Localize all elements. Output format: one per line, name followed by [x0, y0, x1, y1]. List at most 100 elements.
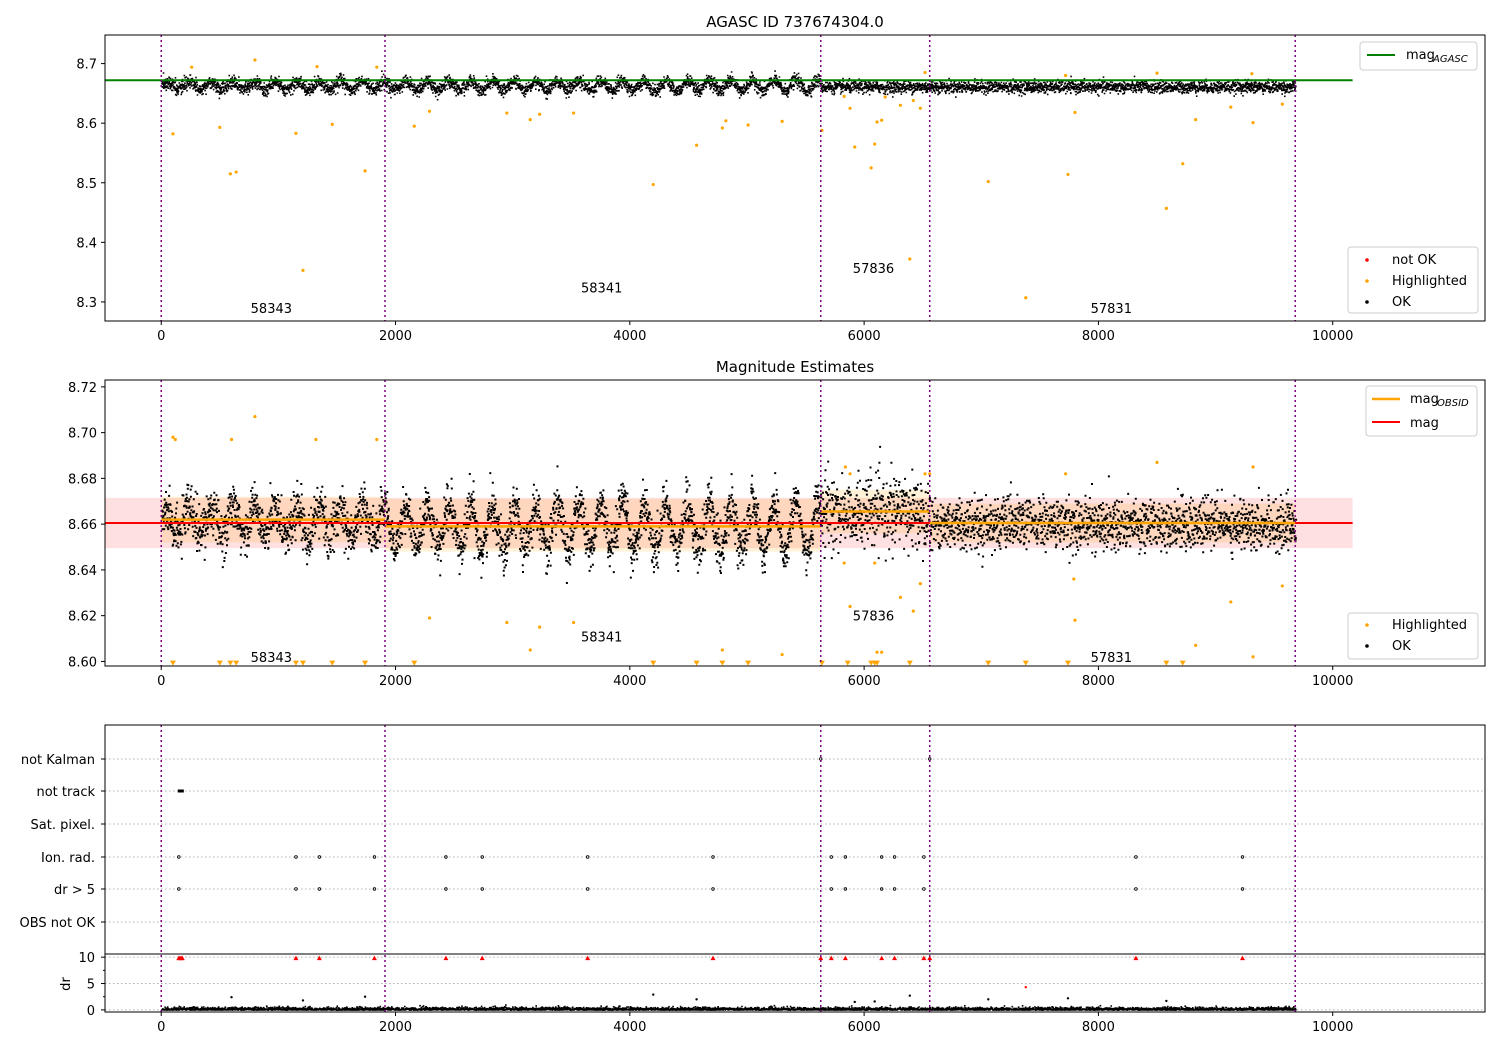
highlighted-point [780, 652, 784, 657]
panel-flags-plot [105, 725, 1485, 1012]
legend-label: OK [1392, 295, 1411, 310]
legend-label: Highlighted [1392, 618, 1467, 633]
panel-agasc-legend-bottom: not OK Highlighted OK [1347, 246, 1479, 314]
highlighted-point [1229, 600, 1233, 604]
below-axis-marker [411, 660, 418, 666]
highlighted-point [253, 58, 257, 62]
highlighted-point [412, 124, 416, 128]
flag-event [892, 855, 897, 859]
legend-marker [1365, 623, 1369, 627]
highlighted-point [171, 132, 175, 136]
x-tick-label: 8000 [1082, 329, 1115, 344]
highlighted-point [1181, 162, 1185, 166]
flag-event [1134, 855, 1138, 859]
below-axis-marker [650, 660, 657, 666]
highlighted-point [875, 120, 879, 124]
below-axis-marker [169, 660, 176, 666]
flag-event [922, 855, 926, 859]
highlighted-point [1251, 655, 1255, 659]
highlighted-point [218, 125, 222, 129]
x-tick-label: 6000 [848, 329, 881, 344]
flag-event [480, 855, 484, 859]
dr-outlier-point [695, 998, 698, 1001]
highlighted-point [875, 650, 879, 654]
y-tick-label: 8.5 [76, 177, 97, 192]
below-axis-marker [227, 660, 234, 666]
panel-agasc: AGASC ID 737674304.0 58343 58341 57836 5783… [76, 13, 1486, 344]
panel-agasc-axes: 0 2000 4000 6000 8000 10000 8.3 8.4 8.5 8.6 8.7 [76, 58, 1353, 344]
highlighted-point [314, 437, 318, 442]
highlighted-point [375, 437, 379, 442]
ok-points [161, 70, 1297, 101]
highlighted-point [651, 182, 655, 187]
y-tick-label: 8.7 [76, 58, 97, 73]
legend-label: Highlighted [1392, 274, 1467, 289]
flag-event [177, 855, 181, 859]
highlighted-point [911, 609, 915, 613]
dr-points [161, 1004, 1297, 1011]
below-axis-marker [292, 660, 299, 666]
highlighted-point [294, 131, 298, 135]
below-axis-marker [299, 660, 306, 666]
x-tick-label: 6000 [848, 1020, 881, 1035]
dr-outlier-point [1165, 999, 1168, 1003]
highlighted-point [228, 172, 232, 176]
highlighted-point [571, 620, 576, 625]
highlighted-point [848, 106, 852, 110]
highlighted-point [315, 64, 319, 69]
below-axis-marker [693, 660, 700, 666]
y-tick-label: 8.60 [68, 655, 97, 670]
obsid-label: 57836 [853, 610, 894, 625]
highlighted-point [853, 145, 857, 149]
dr-outlier-point [301, 999, 305, 1002]
highlighted-point [898, 595, 903, 599]
dr-outlier-point [1066, 997, 1070, 1000]
legend-label: OK [1392, 639, 1411, 654]
dr-clipped-marker [818, 955, 824, 961]
highlighted-point [908, 257, 912, 261]
y-tick-label: 8.68 [68, 472, 97, 487]
x-tick-label: 2000 [379, 674, 412, 689]
below-axis-marker [233, 660, 240, 666]
dr-clipped-marker [371, 955, 377, 961]
flag-event [444, 855, 448, 859]
highlighted-point [1194, 118, 1198, 122]
below-axis-marker [362, 660, 369, 666]
highlighted-point [873, 561, 877, 565]
dr-clipped-marker [710, 955, 716, 961]
flag-label: Sat. pixel. [31, 818, 95, 833]
highlighted-point [538, 112, 542, 116]
highlighted-point [842, 561, 846, 565]
flag-event [177, 887, 181, 891]
below-axis-marker [844, 660, 851, 666]
obsid-label: 57831 [1091, 651, 1132, 666]
legend-label: not OK [1392, 253, 1437, 268]
highlighted-point [848, 472, 852, 476]
highlighted-point [427, 109, 432, 113]
highlighted-point [1280, 584, 1284, 588]
highlighted-point [538, 625, 542, 629]
highlighted-point [528, 648, 532, 652]
dr-clipped-marker [892, 955, 898, 961]
dr-outlier-point [873, 1000, 876, 1003]
highlighted-point [883, 95, 887, 99]
highlighted-point [301, 268, 305, 272]
highlighted-point [1072, 577, 1076, 581]
legend-marker [1365, 258, 1369, 262]
x-tick-label: 0 [157, 674, 165, 689]
flag-label: not Kalman [21, 753, 95, 768]
y-tick-label: 8.62 [68, 610, 97, 625]
below-axis-marker [985, 660, 992, 666]
highlighted-point [505, 111, 509, 115]
flag-event [879, 887, 884, 891]
x-tick-label: 4000 [613, 329, 646, 344]
dr-not-ok-point [1024, 986, 1027, 989]
flag-event [585, 855, 590, 859]
y-tick-label: 8.70 [68, 427, 97, 442]
highlighted-point [928, 472, 932, 476]
y-tick-label: 8.6 [76, 117, 97, 132]
panel-flags: not Kalman not track Sat. pixel. Ion. rad. d… [20, 724, 1486, 1035]
flag-event [892, 887, 897, 891]
below-axis-marker [874, 660, 881, 666]
panel-magnitude-legend-bottom: Highlighted OK [1347, 612, 1479, 660]
